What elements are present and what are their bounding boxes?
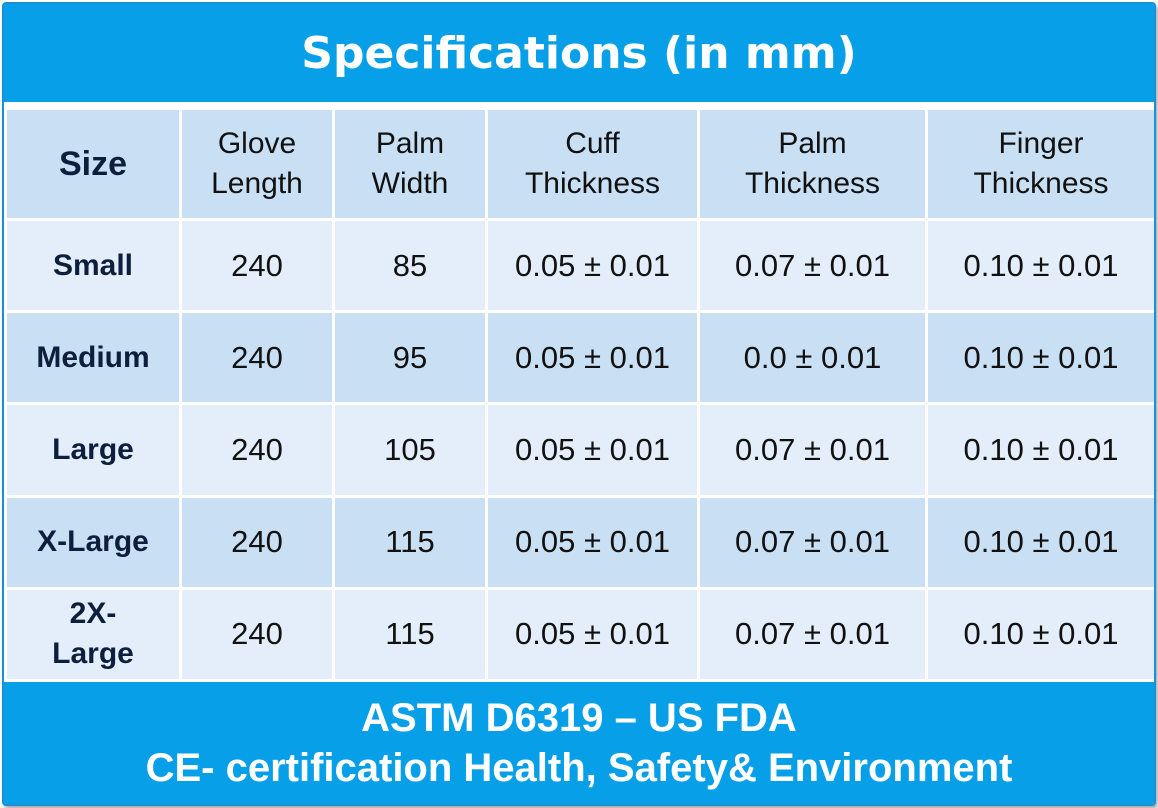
- header-line: Width: [371, 167, 449, 200]
- size-cell: Medium: [4, 310, 182, 406]
- header-line: Finger: [998, 127, 1084, 160]
- header-palm-thickness: Palm Thickness: [697, 107, 928, 221]
- size-label: Large: [52, 637, 134, 671]
- glove-length-cell: 240: [179, 586, 335, 683]
- table-row: Medium 240 95 0.05 ± 0.01 0.0 ± 0.01 0.1…: [4, 310, 1154, 406]
- spec-table: Size Glove Length Palm Width Cuff Thickn…: [4, 107, 1154, 683]
- size-label: Large: [52, 432, 134, 466]
- header-line: Length: [211, 167, 303, 200]
- size-cell: Small: [4, 217, 182, 314]
- table-header-row: Size Glove Length Palm Width Cuff Thickn…: [4, 107, 1154, 221]
- cuff-thickness-cell: 0.05 ± 0.01: [485, 586, 700, 683]
- title-bar: Specifications (in mm): [4, 4, 1154, 102]
- certification-footer: ASTM D6319 – US FDA CE- certification He…: [4, 682, 1154, 804]
- header-line: Cuff: [565, 127, 620, 160]
- glove-length-cell: 240: [179, 310, 335, 406]
- palm-width-cell: 115: [332, 494, 488, 590]
- glove-length-cell: 240: [179, 217, 335, 314]
- header-line: Glove: [217, 127, 297, 160]
- finger-thickness-cell: 0.10 ± 0.01: [925, 402, 1154, 498]
- finger-thickness-cell: 0.10 ± 0.01: [925, 310, 1154, 406]
- size-cell: 2X- Large: [4, 586, 182, 683]
- finger-thickness-cell: 0.10 ± 0.01: [925, 217, 1154, 314]
- table-row: 2X- Large 240 115 0.05 ± 0.01 0.07 ± 0.0…: [4, 586, 1154, 683]
- page-title: Specifications (in mm): [301, 27, 857, 79]
- size-cell: Large: [4, 402, 182, 498]
- glove-length-cell: 240: [179, 402, 335, 498]
- spec-table-container: Size Glove Length Palm Width Cuff Thickn…: [4, 102, 1154, 683]
- header-line: Thickness: [524, 167, 661, 200]
- palm-thickness-cell: 0.07 ± 0.01: [697, 402, 928, 498]
- size-label: Small: [52, 248, 134, 282]
- cuff-thickness-cell: 0.05 ± 0.01: [485, 402, 700, 498]
- palm-width-cell: 105: [332, 402, 488, 498]
- table-row: X-Large 240 115 0.05 ± 0.01 0.07 ± 0.01 …: [4, 494, 1154, 590]
- size-label: X-Large: [37, 525, 149, 559]
- finger-thickness-cell: 0.10 ± 0.01: [925, 586, 1154, 683]
- glove-length-cell: 240: [179, 494, 335, 590]
- footer-line-certification: CE- certification Health, Safety& Enviro…: [145, 746, 1013, 790]
- cuff-thickness-cell: 0.05 ± 0.01: [485, 217, 700, 314]
- footer-line-standard: ASTM D6319 – US FDA: [361, 696, 797, 740]
- finger-thickness-cell: 0.10 ± 0.01: [925, 494, 1154, 590]
- table-row: Large 240 105 0.05 ± 0.01 0.07 ± 0.01 0.…: [4, 402, 1154, 498]
- palm-thickness-cell: 0.07 ± 0.01: [697, 586, 928, 683]
- header-line: Palm: [778, 127, 847, 160]
- header-palm-width: Palm Width: [332, 107, 488, 221]
- size-label: Medium: [36, 340, 150, 374]
- palm-thickness-cell: 0.0 ± 0.01: [697, 310, 928, 406]
- header-cuff-thickness: Cuff Thickness: [485, 107, 700, 221]
- header-size-line: Size: [58, 145, 128, 183]
- palm-thickness-cell: 0.07 ± 0.01: [697, 217, 928, 314]
- size-cell: X-Large: [4, 494, 182, 590]
- palm-width-cell: 115: [332, 586, 488, 683]
- table-row: Small 240 85 0.05 ± 0.01 0.07 ± 0.01 0.1…: [4, 217, 1154, 314]
- cuff-thickness-cell: 0.05 ± 0.01: [485, 494, 700, 590]
- palm-width-cell: 95: [332, 310, 488, 406]
- header-size: Size: [4, 107, 182, 221]
- size-label: 2X-: [69, 597, 117, 631]
- header-line: Thickness: [973, 167, 1109, 200]
- cuff-thickness-cell: 0.05 ± 0.01: [485, 310, 700, 406]
- header-glove-length: Glove Length: [179, 107, 335, 221]
- header-line: Palm: [375, 127, 445, 160]
- header-finger-thickness: Finger Thickness: [925, 107, 1154, 221]
- palm-width-cell: 85: [332, 217, 488, 314]
- header-line: Thickness: [744, 167, 881, 200]
- palm-thickness-cell: 0.07 ± 0.01: [697, 494, 928, 590]
